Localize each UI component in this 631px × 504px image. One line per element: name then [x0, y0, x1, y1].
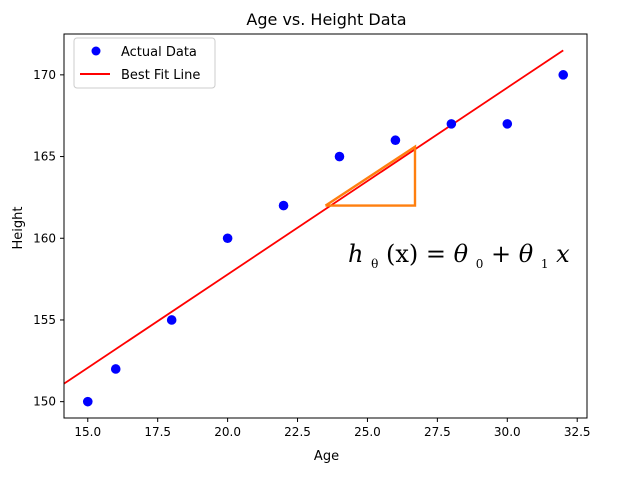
- data-point: [558, 70, 569, 80]
- formula-sub1: 1: [541, 257, 549, 271]
- legend-label-actual-data: Actual Data: [121, 45, 197, 60]
- y-tick-label: 150: [33, 395, 56, 409]
- data-point: [166, 315, 177, 325]
- y-tick-label: 160: [33, 231, 56, 245]
- x-tick-label: 30.0: [494, 425, 521, 439]
- y-tick-label: 165: [33, 150, 56, 164]
- data-point: [390, 135, 401, 146]
- x-axis-label: Age: [314, 449, 339, 464]
- x-tick-label: 20.0: [214, 425, 241, 439]
- data-point: [222, 233, 233, 244]
- y-axis: 150 155 160 165 170: [33, 68, 64, 409]
- x-axis: 15.0 17.5 20.0 22.5 25.0 27.5 30.0 32.5: [74, 418, 591, 439]
- data-point: [278, 200, 289, 211]
- formula-theta-sub: θ: [371, 257, 378, 271]
- legend-box: [73, 37, 216, 89]
- data-point: [446, 119, 457, 129]
- x-tick-label: 25.0: [354, 425, 381, 439]
- chart-title: Age vs. Height Data: [246, 10, 406, 29]
- data-point: [110, 364, 121, 374]
- formula-sub0: 0: [476, 257, 484, 271]
- data-point: [82, 396, 93, 407]
- formula-x: x: [556, 240, 570, 268]
- y-axis-label: Height: [11, 207, 26, 250]
- slope-triangle: [324, 144, 417, 207]
- y-tick-label: 155: [33, 313, 56, 327]
- best-fit-line: [64, 49, 564, 385]
- legend-marker-actual-data: [91, 46, 101, 56]
- plot-frame: [63, 33, 588, 419]
- x-tick-label: 27.5: [424, 425, 451, 439]
- y-tick-label: 170: [33, 68, 56, 82]
- x-tick-label: 17.5: [144, 425, 171, 439]
- formula-h: h: [348, 240, 363, 268]
- x-tick-label: 32.5: [564, 425, 591, 439]
- x-tick-label: 15.0: [74, 425, 101, 439]
- legend-label-best-fit-line: Best Fit Line: [121, 68, 200, 83]
- data-point: [334, 151, 345, 162]
- formula-theta1: θ: [519, 240, 534, 268]
- formula-annotation: h θ (x) = θ 0 + θ 1 x: [348, 240, 570, 274]
- formula-open: (x) =: [386, 240, 454, 268]
- formula-theta0: θ: [454, 240, 469, 268]
- data-point: [502, 119, 513, 129]
- svg-text:h θ (x) = θ: h θ (x) = θ 0 + θ 1 x: [348, 240, 570, 274]
- legend: Actual Data Best Fit Line: [73, 37, 216, 89]
- plot-area: [63, 33, 588, 419]
- formula-plus: +: [491, 240, 519, 268]
- x-tick-label: 22.5: [284, 425, 311, 439]
